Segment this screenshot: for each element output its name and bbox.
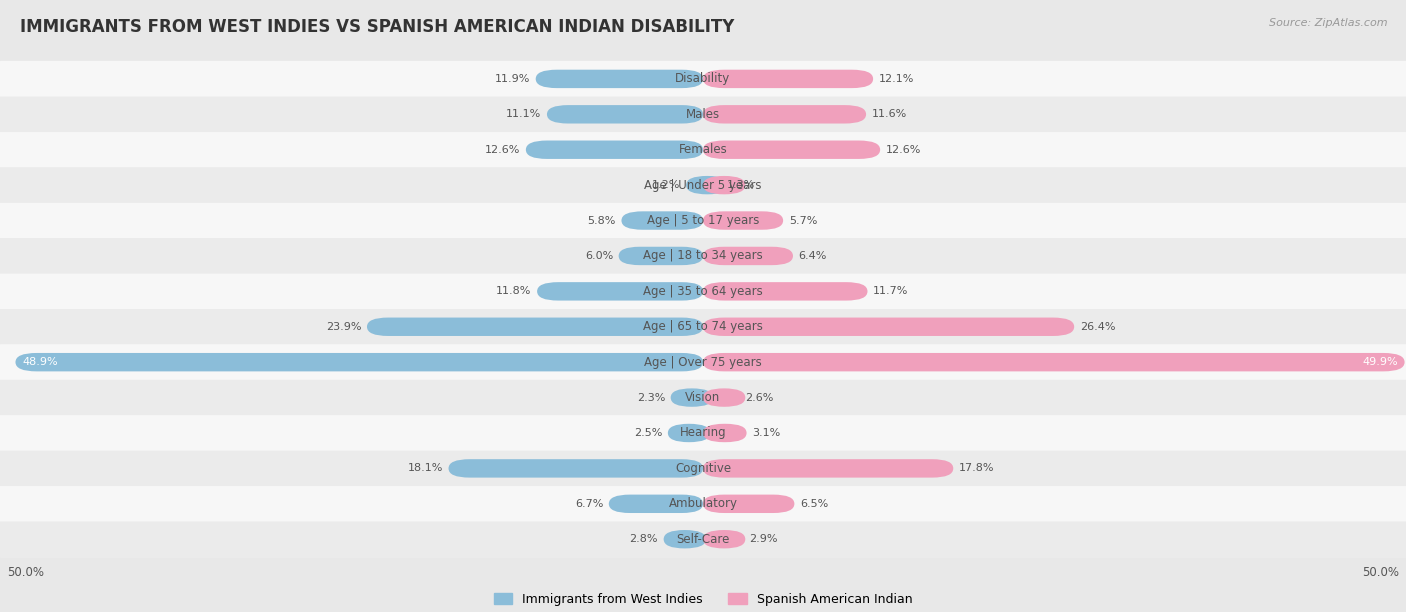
FancyBboxPatch shape bbox=[703, 530, 745, 548]
Text: 12.1%: 12.1% bbox=[879, 74, 914, 84]
Text: Age | Over 75 years: Age | Over 75 years bbox=[644, 356, 762, 368]
Text: Age | 5 to 17 years: Age | 5 to 17 years bbox=[647, 214, 759, 227]
Text: 12.6%: 12.6% bbox=[886, 144, 921, 155]
FancyBboxPatch shape bbox=[703, 105, 866, 124]
Text: 6.5%: 6.5% bbox=[800, 499, 828, 509]
FancyBboxPatch shape bbox=[0, 97, 1406, 132]
FancyBboxPatch shape bbox=[703, 282, 868, 300]
Text: Females: Females bbox=[679, 143, 727, 156]
Text: Age | 35 to 64 years: Age | 35 to 64 years bbox=[643, 285, 763, 298]
Text: Cognitive: Cognitive bbox=[675, 462, 731, 475]
FancyBboxPatch shape bbox=[668, 424, 710, 442]
FancyBboxPatch shape bbox=[703, 318, 1074, 336]
Text: 2.5%: 2.5% bbox=[634, 428, 662, 438]
Text: 1.3%: 1.3% bbox=[727, 180, 755, 190]
Text: 2.6%: 2.6% bbox=[745, 392, 773, 403]
Text: Ambulatory: Ambulatory bbox=[668, 498, 738, 510]
FancyBboxPatch shape bbox=[703, 70, 873, 88]
FancyBboxPatch shape bbox=[703, 353, 1405, 371]
FancyBboxPatch shape bbox=[703, 459, 953, 477]
Text: 2.8%: 2.8% bbox=[630, 534, 658, 544]
FancyBboxPatch shape bbox=[526, 141, 703, 159]
Text: Disability: Disability bbox=[675, 72, 731, 86]
FancyBboxPatch shape bbox=[703, 176, 745, 195]
Text: 50.0%: 50.0% bbox=[7, 566, 44, 579]
Text: 18.1%: 18.1% bbox=[408, 463, 443, 474]
FancyBboxPatch shape bbox=[703, 424, 747, 442]
Text: Source: ZipAtlas.com: Source: ZipAtlas.com bbox=[1270, 18, 1388, 28]
Text: 26.4%: 26.4% bbox=[1080, 322, 1115, 332]
Text: Age | 18 to 34 years: Age | 18 to 34 years bbox=[643, 250, 763, 263]
Text: 6.0%: 6.0% bbox=[585, 251, 613, 261]
Text: 3.1%: 3.1% bbox=[752, 428, 780, 438]
FancyBboxPatch shape bbox=[0, 416, 1406, 450]
FancyBboxPatch shape bbox=[609, 494, 703, 513]
FancyBboxPatch shape bbox=[703, 141, 880, 159]
FancyBboxPatch shape bbox=[621, 211, 703, 230]
Text: 11.9%: 11.9% bbox=[495, 74, 530, 84]
Text: 48.9%: 48.9% bbox=[22, 357, 58, 367]
FancyBboxPatch shape bbox=[0, 168, 1406, 203]
Text: 6.7%: 6.7% bbox=[575, 499, 603, 509]
FancyBboxPatch shape bbox=[15, 353, 703, 371]
Text: Age | Under 5 years: Age | Under 5 years bbox=[644, 179, 762, 192]
Text: 49.9%: 49.9% bbox=[1362, 357, 1398, 367]
FancyBboxPatch shape bbox=[0, 380, 1406, 416]
FancyBboxPatch shape bbox=[0, 61, 1406, 97]
Text: Self-Care: Self-Care bbox=[676, 532, 730, 546]
Legend: Immigrants from West Indies, Spanish American Indian: Immigrants from West Indies, Spanish Ame… bbox=[494, 593, 912, 606]
FancyBboxPatch shape bbox=[367, 318, 703, 336]
FancyBboxPatch shape bbox=[0, 203, 1406, 238]
FancyBboxPatch shape bbox=[703, 247, 793, 265]
FancyBboxPatch shape bbox=[0, 521, 1406, 557]
Text: Vision: Vision bbox=[685, 391, 721, 404]
FancyBboxPatch shape bbox=[0, 238, 1406, 274]
Text: 50.0%: 50.0% bbox=[1362, 566, 1399, 579]
Text: 11.1%: 11.1% bbox=[506, 110, 541, 119]
FancyBboxPatch shape bbox=[686, 176, 728, 195]
FancyBboxPatch shape bbox=[537, 282, 703, 300]
Text: 17.8%: 17.8% bbox=[959, 463, 994, 474]
FancyBboxPatch shape bbox=[547, 105, 703, 124]
FancyBboxPatch shape bbox=[619, 247, 703, 265]
FancyBboxPatch shape bbox=[664, 530, 706, 548]
Text: Age | 65 to 74 years: Age | 65 to 74 years bbox=[643, 320, 763, 334]
FancyBboxPatch shape bbox=[0, 309, 1406, 345]
Text: Hearing: Hearing bbox=[679, 427, 727, 439]
Text: 2.3%: 2.3% bbox=[637, 392, 665, 403]
FancyBboxPatch shape bbox=[0, 132, 1406, 168]
FancyBboxPatch shape bbox=[0, 274, 1406, 309]
Text: 2.9%: 2.9% bbox=[749, 534, 778, 544]
Text: Males: Males bbox=[686, 108, 720, 121]
Text: 11.6%: 11.6% bbox=[872, 110, 907, 119]
FancyBboxPatch shape bbox=[0, 450, 1406, 486]
Text: 5.8%: 5.8% bbox=[588, 215, 616, 226]
Text: 11.8%: 11.8% bbox=[496, 286, 531, 296]
Text: 12.6%: 12.6% bbox=[485, 144, 520, 155]
Text: IMMIGRANTS FROM WEST INDIES VS SPANISH AMERICAN INDIAN DISABILITY: IMMIGRANTS FROM WEST INDIES VS SPANISH A… bbox=[20, 18, 734, 36]
FancyBboxPatch shape bbox=[0, 486, 1406, 521]
FancyBboxPatch shape bbox=[703, 211, 783, 230]
FancyBboxPatch shape bbox=[703, 389, 745, 407]
Text: 1.2%: 1.2% bbox=[652, 180, 681, 190]
Text: 5.7%: 5.7% bbox=[789, 215, 817, 226]
Text: 11.7%: 11.7% bbox=[873, 286, 908, 296]
FancyBboxPatch shape bbox=[536, 70, 703, 88]
FancyBboxPatch shape bbox=[0, 345, 1406, 380]
FancyBboxPatch shape bbox=[703, 494, 794, 513]
Text: 6.4%: 6.4% bbox=[799, 251, 827, 261]
Text: 23.9%: 23.9% bbox=[326, 322, 361, 332]
FancyBboxPatch shape bbox=[671, 389, 713, 407]
FancyBboxPatch shape bbox=[449, 459, 703, 477]
